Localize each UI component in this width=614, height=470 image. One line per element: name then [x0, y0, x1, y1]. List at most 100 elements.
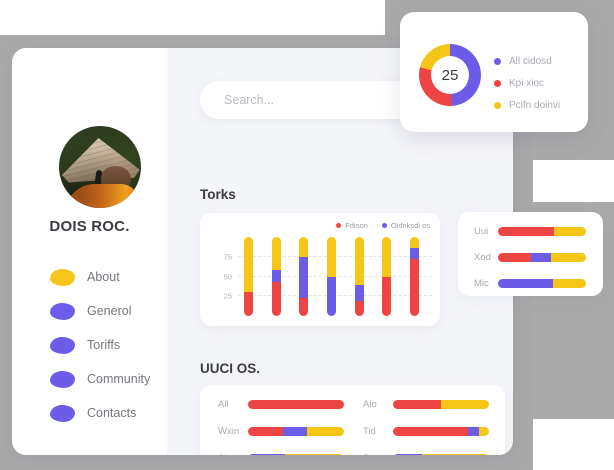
bar-segment: [382, 237, 392, 278]
pill-bar-row[interactable]: Tid: [363, 426, 489, 437]
donut-chart-legend: All cidosd Kpi xioc Pcifn doinvi: [494, 50, 560, 116]
background-shape-top-left: [0, 0, 385, 35]
pill-bar-segment: [479, 427, 489, 436]
pill-bar-label: Tid: [363, 426, 376, 437]
pill-bar-track: [248, 427, 344, 436]
sidebar-item-contacts[interactable]: Contacts: [50, 396, 170, 430]
profile-name: DOIS ROC.: [49, 218, 130, 235]
pill-bar-segment: [552, 279, 586, 288]
pill-bar-segment: [550, 253, 586, 262]
pill-bar-label: All: [218, 399, 229, 410]
donut-legend-label: Pcifn doinvi: [509, 99, 561, 111]
bar-segment: [271, 282, 281, 316]
pill-bar-segment: [421, 454, 489, 455]
donut-center-label: 25: [431, 56, 469, 94]
pill-bar-label: Mic: [474, 278, 489, 289]
pill-bar-row[interactable]: Pcp: [363, 453, 489, 455]
bar-column[interactable]: [243, 237, 253, 316]
sidebar-item-toriffs[interactable]: Toriffs: [50, 328, 170, 362]
y-axis-tick: 25: [223, 291, 232, 301]
pill-bar-segment: [282, 427, 307, 436]
pill-bar-row[interactable]: Mic: [474, 278, 586, 289]
pill-bar-segment: [285, 454, 344, 455]
legend-dot-icon: [494, 101, 501, 109]
sidebar-item-community[interactable]: Community: [50, 362, 170, 396]
pill-bar-track: [498, 253, 586, 262]
pill-bar-row[interactable]: Sico: [218, 453, 344, 455]
pill-bar-segment: [248, 427, 283, 436]
bar-segment: [410, 259, 420, 316]
bar-segment: [271, 270, 281, 283]
sidebar-item-generol[interactable]: Generol: [50, 294, 170, 328]
bar-chart-legend: Fdison Oidnksdi os: [336, 221, 430, 230]
pill-bar-segment: [498, 227, 555, 236]
pill-bar-label: Sico: [218, 453, 248, 455]
blob-icon: [50, 268, 75, 286]
bar-column[interactable]: [410, 237, 420, 316]
pill-bar-track: [393, 400, 489, 409]
blob-icon: [50, 302, 75, 320]
donut-legend-label: All cidosd: [509, 55, 552, 67]
bar-segment: [326, 237, 336, 278]
bar-segment: [410, 248, 420, 260]
pill-bar-label: Aio: [363, 399, 377, 410]
sidebar: DOIS ROC. About Generol Toriffs Community Co…: [12, 48, 167, 455]
pill-bar-segment: [554, 227, 586, 236]
background-shape-right-bottom: [533, 419, 614, 470]
legend-item: Fdison: [336, 221, 368, 230]
bar-segment: [354, 237, 364, 286]
blob-icon: [50, 370, 75, 388]
bar-segment: [354, 285, 364, 301]
bar-column[interactable]: [326, 237, 336, 316]
pill-bar-row[interactable]: Uui: [474, 226, 586, 237]
bar-column[interactable]: [382, 237, 392, 316]
donut-legend-label: Kpi xioc: [509, 77, 545, 89]
pill-bar-track: [393, 454, 489, 455]
legend-dot-icon: [381, 223, 387, 228]
pill-bar-row[interactable]: Xod: [474, 252, 586, 263]
sidebar-item-label: Contacts: [87, 406, 137, 420]
avatar: [59, 126, 141, 208]
pill-bar-segment: [306, 427, 344, 436]
y-axis-tick: 75: [223, 252, 232, 262]
donut-chart-card: 25 All cidosd Kpi xioc Pcifn doinvi: [400, 12, 588, 132]
pill-bar-track: [393, 427, 489, 436]
background-shape-right-notch: [533, 160, 614, 202]
pill-bar-row[interactable]: All: [218, 399, 344, 410]
donut-legend-item: Pcifn doinvi: [494, 94, 560, 116]
bar-column[interactable]: [271, 237, 281, 316]
sidebar-item-about[interactable]: About: [50, 260, 170, 294]
sidebar-item-label: Generol: [87, 304, 132, 318]
side-bars-card: Uui Xod Mic: [458, 212, 603, 296]
sidebar-item-label: About: [87, 270, 120, 284]
pill-bar-track: [248, 400, 344, 409]
bar-column[interactable]: [354, 237, 364, 316]
bar-segment: [326, 277, 336, 316]
pill-bar-label: Pcp: [363, 453, 393, 455]
bar-segment: [354, 301, 364, 316]
sidebar-item-label: Community: [87, 372, 151, 386]
pill-bar-row[interactable]: Wxin: [218, 426, 344, 437]
section-title-torks: Torks: [200, 187, 236, 202]
blob-icon: [50, 336, 75, 354]
bar-column[interactable]: [299, 237, 309, 316]
bar-chart-plot: 75 50 25: [224, 237, 432, 316]
pill-bar-segment: [531, 253, 551, 262]
donut-legend-item: All cidosd: [494, 50, 560, 72]
pill-bar-segment: [441, 400, 489, 409]
bar-segment: [382, 277, 392, 316]
donut-chart: 25: [419, 44, 481, 106]
pill-bar-label: Uui: [474, 226, 489, 237]
pill-bar-segment: [248, 454, 286, 455]
pill-bar-segment: [393, 454, 422, 455]
pill-bar-segment: [248, 400, 344, 409]
pill-bar-segment: [498, 253, 532, 262]
legend-item: Oidnksdi os: [381, 221, 430, 230]
donut-legend-item: Kpi xioc: [494, 72, 560, 94]
bar-segment: [243, 237, 253, 292]
pill-bar-row[interactable]: Aio: [363, 399, 489, 410]
bar-segment: [410, 237, 420, 249]
bar-segment: [299, 297, 309, 316]
pill-bar-track: [498, 279, 586, 288]
pill-bar-track: [248, 454, 344, 455]
